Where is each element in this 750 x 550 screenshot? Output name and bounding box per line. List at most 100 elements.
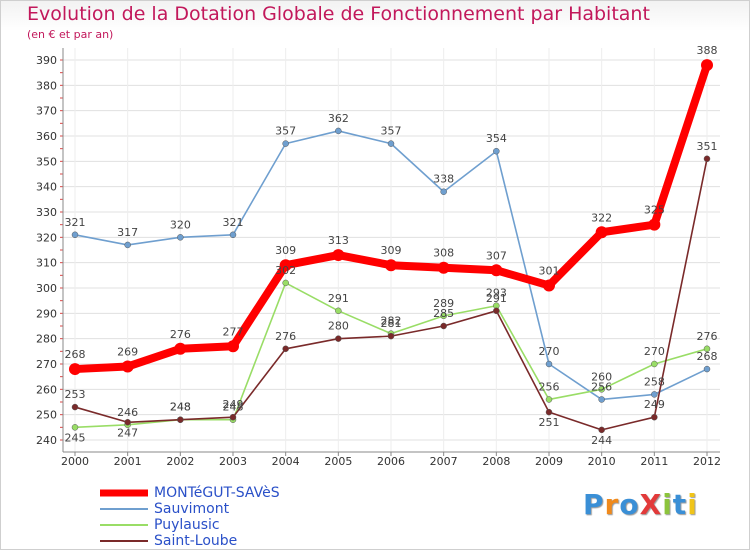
value-label-s2: 248: [170, 401, 191, 414]
legend-swatch-montegut: [100, 489, 148, 497]
value-label-s2: 270: [644, 345, 665, 358]
value-label-s1: 258: [644, 375, 665, 388]
value-label-s1: 256: [591, 380, 612, 393]
data-point-s1: [177, 234, 184, 241]
legend-item-puylausic[interactable]: Puylausic: [100, 517, 280, 533]
y-tick-label: 290: [36, 307, 57, 320]
legend-label-sauvimont: Sauvimont: [154, 501, 230, 517]
value-label-s2: 245: [65, 431, 86, 444]
value-label-s0: 277: [223, 325, 244, 338]
value-label-s1: 321: [65, 216, 86, 229]
legend-item-saint-loube[interactable]: Saint-Loube: [100, 533, 280, 549]
x-tick-label: 2012: [693, 455, 721, 468]
data-point-s1: [282, 140, 289, 147]
legend-item-sauvimont[interactable]: Sauvimont: [100, 501, 280, 517]
data-point-s1: [598, 396, 605, 403]
value-label-s1: 317: [117, 226, 138, 239]
legend-swatch-saint-loube: [100, 540, 148, 542]
value-label-s0: 309: [275, 244, 296, 257]
x-tick-label: 2010: [588, 455, 616, 468]
value-label-s2: 276: [697, 330, 718, 343]
data-point-s3: [177, 416, 184, 423]
y-tick-label: 250: [36, 409, 57, 422]
x-tick-label: 2008: [482, 455, 510, 468]
data-point-s3: [71, 403, 79, 411]
chart-subtitle: (en € et par an): [27, 28, 114, 41]
value-label-s1: 338: [433, 173, 454, 186]
value-label-s3: 285: [433, 307, 454, 320]
value-label-s1: 321: [223, 216, 244, 229]
value-label-s3: 276: [275, 330, 296, 343]
x-tick-label: 2002: [166, 455, 194, 468]
data-point-s0: [437, 261, 450, 274]
value-label-s0: 322: [591, 211, 612, 224]
value-label-s2: 293: [486, 287, 507, 300]
data-point-s3: [124, 419, 131, 426]
y-tick-label: 330: [36, 206, 57, 219]
data-point-s1: [124, 241, 131, 249]
value-label-s0: 268: [65, 348, 86, 361]
value-label-s2: 246: [117, 406, 138, 419]
data-point-s0: [648, 218, 661, 231]
x-tick-label: 2007: [430, 455, 458, 468]
data-point-s0: [227, 340, 239, 353]
x-tick-label: 2000: [61, 455, 89, 468]
proxiti-logo: ProXiti: [583, 488, 698, 521]
value-label-s0: 388: [697, 44, 718, 57]
data-point-s0: [490, 264, 503, 277]
y-tick-label: 310: [36, 257, 57, 270]
value-label-s0: 325: [644, 204, 665, 217]
data-point-s0: [69, 363, 81, 376]
value-label-s0: 309: [381, 244, 402, 257]
value-label-s2: 248: [223, 401, 244, 414]
value-label-s3: 351: [697, 140, 718, 153]
value-label-s1: 268: [697, 350, 718, 363]
y-tick-label: 350: [36, 155, 57, 168]
legend-swatch-sauvimont: [100, 508, 148, 510]
y-tick-label: 320: [36, 231, 57, 244]
legend-label-montegut: MONTéGUT-SAVèS: [154, 485, 280, 501]
value-label-s2: 289: [433, 297, 454, 310]
x-tick-label: 2004: [272, 455, 300, 468]
data-point-s1: [703, 365, 711, 373]
data-point-s3: [440, 322, 447, 330]
data-point-s2: [598, 386, 605, 393]
x-tick-label: 2005: [324, 455, 352, 468]
value-label-s1: 354: [486, 132, 507, 145]
data-point-s3: [387, 332, 395, 340]
y-tick-label: 370: [36, 105, 57, 118]
value-label-s0: 307: [486, 249, 507, 262]
data-point-s2: [335, 307, 342, 315]
data-point-s2: [545, 396, 553, 403]
data-point-s3: [335, 335, 342, 342]
data-point-s0: [174, 342, 187, 355]
data-point-s3: [598, 426, 605, 434]
value-label-s1: 357: [275, 125, 296, 138]
y-tick-label: 240: [36, 434, 57, 447]
y-tick-label: 360: [36, 130, 57, 143]
value-label-s0: 269: [117, 346, 138, 359]
value-label-s3: 247: [117, 426, 138, 439]
x-tick-label: 2001: [114, 455, 142, 468]
data-point-s0: [543, 279, 555, 292]
data-point-s1: [651, 391, 658, 398]
data-point-s0: [279, 259, 292, 272]
value-label-s3: 251: [539, 416, 560, 429]
value-label-s3: 249: [644, 398, 665, 411]
data-point-s1: [493, 147, 500, 155]
data-point-s2: [282, 279, 289, 287]
x-tick-label: 2006: [377, 455, 405, 468]
legend-item-montegut[interactable]: MONTéGUT-SAVèS: [100, 485, 280, 501]
y-tick-label: 260: [36, 383, 57, 396]
x-tick-label: 2003: [219, 455, 247, 468]
value-label-s1: 362: [328, 112, 349, 125]
data-point-s1: [229, 231, 237, 239]
value-label-s1: 270: [539, 345, 560, 358]
data-point-s0: [701, 59, 713, 72]
data-point-s2: [703, 345, 711, 353]
data-point-s3: [229, 413, 237, 421]
y-tick-label: 340: [36, 181, 57, 194]
value-label-s2: 291: [328, 292, 349, 305]
y-tick-label: 390: [36, 54, 57, 67]
